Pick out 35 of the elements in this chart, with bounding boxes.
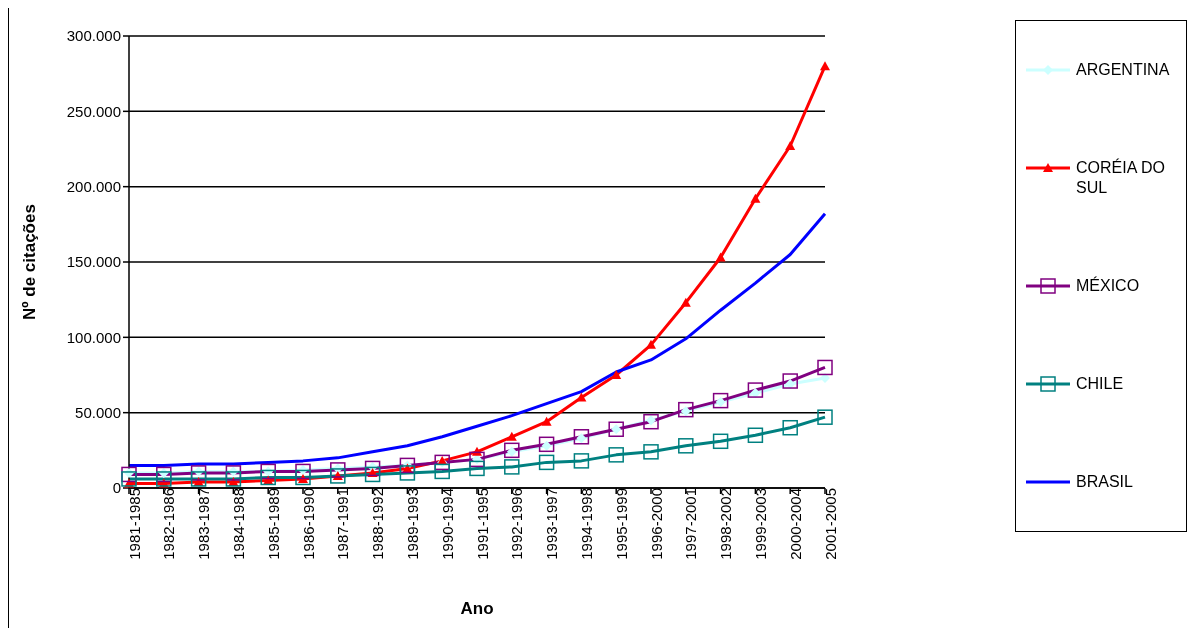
x-tick-label: 1982-1986 — [160, 488, 178, 560]
x-tick-label: 1984-1988 — [230, 488, 248, 560]
x-tick-label: 1996-2000 — [647, 488, 665, 560]
x-tick-label: 1998-2002 — [717, 488, 735, 560]
x-tick-label: 2000-2004 — [786, 488, 804, 560]
x-tick-label: 2001-2005 — [821, 488, 839, 560]
legend-label: ARGENTINA — [1076, 60, 1171, 80]
y-axis-title: Nº de citações — [20, 204, 40, 320]
x-tick-label: 1994-1998 — [578, 488, 596, 560]
y-tick-label: 300.000 — [66, 27, 121, 45]
y-tick-label: 200.000 — [66, 177, 121, 195]
x-tick-label: 1983-1987 — [195, 488, 213, 560]
y-tick-label: 0 — [112, 479, 121, 497]
x-tick-label: 1992-1996 — [508, 488, 526, 560]
legend-label: BRASIL — [1076, 472, 1134, 492]
x-axis-title: Ano — [460, 599, 494, 618]
x-tick-label: 1991-1995 — [473, 488, 491, 560]
x-tick-label: 1999-2003 — [752, 488, 770, 560]
legend-label: MÉXICO — [1076, 276, 1141, 296]
x-tick-label: 1990-1994 — [438, 488, 456, 560]
x-tick-label: 1985-1989 — [264, 488, 282, 560]
y-tick-label: 250.000 — [66, 102, 121, 120]
x-tick-label: 1989-1993 — [404, 488, 422, 560]
x-tick-label: 1988-1992 — [369, 488, 387, 560]
y-tick-label: 50.000 — [75, 403, 121, 421]
x-tick-label: 1986-1990 — [299, 488, 317, 560]
x-tick-label: 1995-1999 — [612, 488, 630, 560]
x-tick-label: 1981-1985 — [125, 488, 143, 560]
x-tick-label: 1987-1991 — [334, 488, 352, 560]
x-tick-label: 1993-1997 — [543, 488, 561, 560]
legend-label: CORÉIA DO SUL — [1076, 158, 1166, 198]
x-tick-label: 1997-2001 — [682, 488, 700, 560]
legend-label: CHILE — [1076, 374, 1125, 394]
y-tick-label: 100.000 — [66, 328, 121, 346]
y-tick-label: 150.000 — [66, 253, 121, 271]
